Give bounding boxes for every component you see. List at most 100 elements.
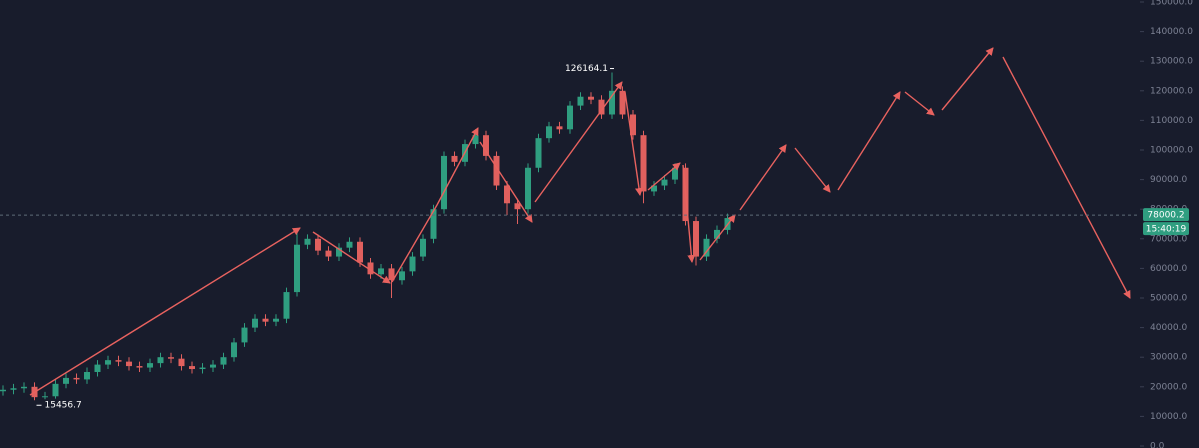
candle-body <box>63 377 69 384</box>
candle-body <box>556 126 563 130</box>
y-tick-label: 0.0 <box>1150 442 1165 448</box>
arrow <box>699 214 736 261</box>
y-tick-label: 70000.0 <box>1150 234 1187 244</box>
candle-body <box>546 126 552 139</box>
candle-body <box>136 366 143 368</box>
y-tick-label: 40000.0 <box>1150 323 1187 333</box>
projection-arrows <box>29 47 1131 396</box>
candle-body <box>367 262 374 275</box>
candle-body <box>378 268 384 275</box>
y-tick-label: 150000.0 <box>1150 0 1193 8</box>
candle-body <box>262 318 269 322</box>
candle-body <box>420 238 426 257</box>
candle-body <box>147 363 153 368</box>
candle-body <box>714 229 720 239</box>
candle-body <box>220 357 227 365</box>
candle-body <box>346 241 353 248</box>
y-tick-label: 120000.0 <box>1150 86 1193 96</box>
candle-body <box>619 90 626 115</box>
candle-body <box>252 318 258 328</box>
y-tick-label: 50000.0 <box>1150 294 1187 304</box>
arrow <box>534 81 623 203</box>
candle-body <box>472 135 479 145</box>
price-tag <box>1143 208 1189 222</box>
candle-body <box>325 250 332 257</box>
candle-body <box>388 268 395 281</box>
arrow <box>479 141 533 223</box>
candle-body <box>105 360 111 365</box>
candle-body <box>399 271 405 281</box>
arrow <box>647 162 681 191</box>
candle-body <box>273 318 279 322</box>
candle-body <box>199 367 206 370</box>
candle-body <box>0 389 6 392</box>
candle-body <box>73 377 80 380</box>
candle-body <box>430 209 437 239</box>
arrow <box>391 127 479 283</box>
candle-body <box>357 241 363 263</box>
arrow <box>837 91 901 191</box>
countdown-tag <box>1143 222 1189 236</box>
arrow <box>941 47 994 111</box>
candle-body <box>42 396 48 398</box>
arrow <box>312 231 391 284</box>
candle-body <box>115 360 122 362</box>
candle-body <box>21 386 27 389</box>
candle-body <box>157 357 164 364</box>
candle-body <box>493 155 500 186</box>
candle-body <box>231 342 237 358</box>
candle-body <box>598 99 605 115</box>
candle-body <box>504 185 510 204</box>
candle-body <box>567 105 573 130</box>
candle-body <box>672 167 678 180</box>
candle-body <box>304 238 311 245</box>
y-tick-label: 130000.0 <box>1150 57 1193 67</box>
candle-body <box>409 256 416 272</box>
candle-body <box>294 244 300 293</box>
candle-body <box>451 155 458 162</box>
arrow <box>739 144 787 211</box>
arrow <box>794 147 831 193</box>
candle-body <box>168 357 174 359</box>
price-label: 78000.2 <box>1147 211 1184 221</box>
candle-body <box>640 135 647 192</box>
candle-body <box>609 90 615 115</box>
candle-body <box>283 292 290 319</box>
candle-body <box>535 138 542 168</box>
candle-body <box>336 247 342 257</box>
high-label: 126164.1 <box>565 64 608 74</box>
y-tick-label: 110000.0 <box>1150 116 1193 126</box>
arrow <box>904 91 935 116</box>
candle-body <box>52 383 59 397</box>
candle-body <box>703 238 710 257</box>
y-tick-label: 100000.0 <box>1150 146 1193 156</box>
arrow <box>29 227 301 396</box>
y-tick-label: 30000.0 <box>1150 353 1187 363</box>
candle-body <box>441 155 447 210</box>
candle-body <box>315 238 321 251</box>
arrow <box>624 91 643 196</box>
candle-body <box>10 388 17 390</box>
candle-body <box>577 96 584 106</box>
candle-body <box>178 358 185 367</box>
candle-body <box>693 221 699 257</box>
y-tick-label: 10000.0 <box>1150 412 1187 422</box>
y-tick-label: 90000.0 <box>1150 175 1187 185</box>
candle-body <box>588 96 594 100</box>
y-tick-label: 60000.0 <box>1150 264 1187 274</box>
candle-body <box>514 203 521 210</box>
candle-body <box>94 364 101 372</box>
candle-body <box>483 135 489 156</box>
low-label: 15456.7 <box>45 401 82 411</box>
candle-body <box>525 167 531 210</box>
arrow <box>682 164 696 263</box>
countdown-label: 15:40:19 <box>1146 225 1187 235</box>
candle-body <box>630 114 636 136</box>
candle-body <box>189 366 195 370</box>
candle-body <box>661 179 668 186</box>
candle-body <box>210 364 216 368</box>
